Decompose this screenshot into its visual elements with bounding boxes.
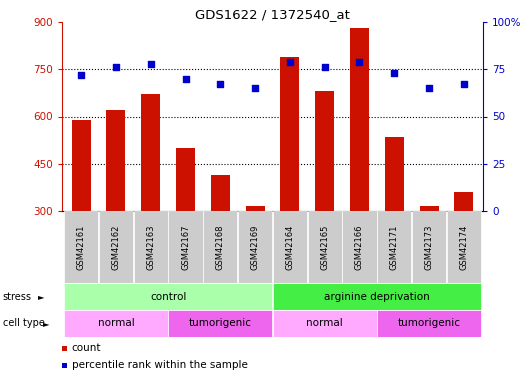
- Point: [251, 85, 259, 91]
- Point: [321, 64, 329, 70]
- Point: [112, 64, 120, 70]
- Text: normal: normal: [306, 318, 343, 328]
- Text: GSM42166: GSM42166: [355, 224, 364, 270]
- Text: GSM42161: GSM42161: [77, 224, 86, 270]
- Text: normal: normal: [98, 318, 134, 328]
- Bar: [377, 310, 481, 337]
- Point: [425, 85, 433, 91]
- Point: [146, 61, 155, 67]
- Text: ►: ►: [43, 319, 50, 328]
- Text: GSM42163: GSM42163: [146, 224, 155, 270]
- Bar: [168, 310, 272, 337]
- Bar: [308, 211, 342, 283]
- Bar: [134, 211, 168, 283]
- Bar: [238, 211, 272, 283]
- Bar: [176, 148, 195, 211]
- Text: GSM42169: GSM42169: [251, 224, 259, 270]
- Bar: [273, 283, 481, 310]
- Text: GSM42174: GSM42174: [459, 224, 469, 270]
- Bar: [106, 110, 126, 211]
- Text: ►: ►: [38, 292, 44, 301]
- Point: [355, 59, 363, 65]
- Bar: [141, 94, 160, 211]
- Bar: [419, 206, 439, 211]
- Point: [216, 81, 224, 87]
- Bar: [385, 137, 404, 211]
- Text: GSM42168: GSM42168: [216, 224, 225, 270]
- Text: arginine deprivation: arginine deprivation: [324, 291, 430, 302]
- Text: tumorigenic: tumorigenic: [189, 318, 252, 328]
- Bar: [377, 211, 411, 283]
- Bar: [203, 211, 237, 283]
- Bar: [99, 211, 133, 283]
- Text: stress: stress: [3, 291, 31, 302]
- Bar: [168, 211, 202, 283]
- Text: GSM42165: GSM42165: [320, 224, 329, 270]
- Point: [181, 76, 190, 82]
- Bar: [350, 28, 369, 211]
- Text: GSM42164: GSM42164: [286, 224, 294, 270]
- Bar: [211, 175, 230, 211]
- Bar: [245, 206, 265, 211]
- Point: [390, 70, 399, 76]
- Title: GDS1622 / 1372540_at: GDS1622 / 1372540_at: [195, 8, 350, 21]
- Text: control: control: [150, 291, 186, 302]
- Bar: [454, 192, 473, 211]
- Text: GSM42167: GSM42167: [181, 224, 190, 270]
- Text: count: count: [72, 344, 101, 353]
- Bar: [315, 91, 334, 211]
- Text: GSM42162: GSM42162: [111, 224, 120, 270]
- Text: percentile rank within the sample: percentile rank within the sample: [72, 360, 247, 370]
- Bar: [447, 211, 481, 283]
- Bar: [273, 310, 377, 337]
- Bar: [412, 211, 446, 283]
- Point: [286, 59, 294, 65]
- Bar: [64, 211, 98, 283]
- Bar: [273, 211, 307, 283]
- Bar: [64, 310, 168, 337]
- Bar: [64, 283, 272, 310]
- Point: [460, 81, 468, 87]
- Point: [77, 72, 85, 78]
- Bar: [72, 120, 90, 211]
- Text: cell type: cell type: [3, 318, 44, 328]
- Text: GSM42171: GSM42171: [390, 224, 399, 270]
- Text: GSM42173: GSM42173: [425, 224, 434, 270]
- Bar: [343, 211, 377, 283]
- Text: tumorigenic: tumorigenic: [397, 318, 461, 328]
- Bar: [280, 57, 300, 211]
